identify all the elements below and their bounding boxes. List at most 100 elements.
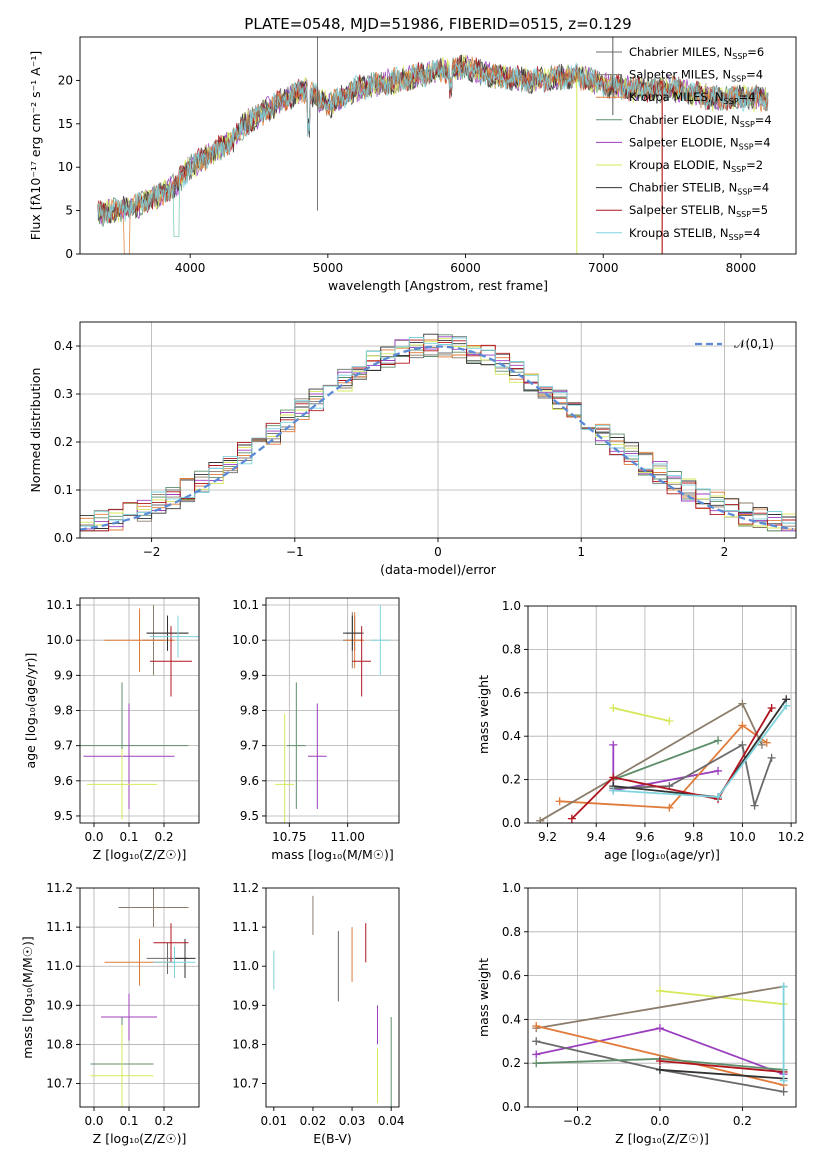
axes-frame: [527, 605, 797, 824]
x-axis-label: Z [log₁₀(Z/Z☉)]: [93, 1131, 187, 1146]
y-tick-label: 0.2: [54, 435, 73, 449]
y-tick-label: 11.2: [232, 881, 259, 895]
y-tick-label: 10.1: [232, 598, 259, 612]
weight-marker: [655, 1065, 664, 1074]
x-tick-label: 2: [721, 545, 729, 559]
y-tick-label: 9.9: [240, 668, 259, 682]
plot-area-spectrum: [97, 37, 769, 254]
weight-series-1: [539, 702, 763, 822]
panel-spectrum: Chabrier MILES, NSSP=6 Salpeter MILES, NS…: [28, 36, 797, 293]
plot-area-mass_age: [266, 598, 399, 823]
y-tick-label: 9.7: [240, 739, 259, 753]
weight-marker: [555, 797, 564, 806]
y-tick-label: 10.0: [232, 633, 259, 647]
weight-marker: [714, 792, 723, 801]
x-tick-label: 0.0: [650, 1114, 669, 1128]
y-axis-label: Flux [fλ10⁻¹⁷ erg cm⁻² s⁻¹ A⁻¹]: [28, 51, 43, 240]
y-axis-label: mass weight: [476, 675, 491, 754]
y-tick-label: 11.1: [232, 920, 259, 934]
weight-series-6: [659, 1068, 784, 1080]
axes-frame: [265, 887, 400, 1108]
weight-marker: [767, 753, 776, 762]
y-tick-label: 0.0: [502, 1100, 521, 1114]
y-tick-label: 0.4: [54, 339, 73, 353]
x-tick-label: 10.0: [729, 830, 756, 844]
weight-marker: [767, 703, 776, 712]
y-tick-label: 0: [65, 247, 73, 261]
y-axis-label: mass [log₁₀(M/M☉)]: [20, 936, 35, 1058]
legend-label: Salpeter STELIB, NSSP=5: [629, 203, 768, 219]
weight-marker: [750, 801, 759, 810]
plots-layer: Chabrier MILES, NSSP=6 Salpeter MILES, NS…: [20, 36, 804, 1146]
x-axis-label: age [log₁₀(age/yr)]: [604, 847, 720, 862]
y-tick-label: 0.2: [502, 773, 521, 787]
legend-label: Chabrier ELODIE, NSSP=4: [629, 113, 772, 129]
y-tick-label: 9.5: [54, 809, 73, 823]
weight-series-7: [659, 1060, 784, 1073]
x-tick-label: 11.00: [330, 830, 364, 844]
weight-marker: [567, 814, 576, 823]
x-tick-label: 0: [434, 545, 442, 559]
weight-marker: [738, 721, 747, 730]
x-tick-label: 8000: [726, 261, 757, 275]
y-axis-label: age [log₁₀(age/yr)]: [23, 653, 38, 769]
panel-z_weight: −0.2 0.0 0.2 0.0 0.2 0.4 0.6 0.8 1.0 Z [log₁₀(Z/Z…: [476, 881, 797, 1146]
weight-marker: [714, 736, 723, 745]
y-tick-label: 9.8: [240, 704, 259, 718]
weight-marker: [665, 803, 674, 812]
x-tick-label: 0.0: [84, 1114, 103, 1128]
x-tick-label: 1: [577, 545, 585, 559]
y-tick-label: 10.9: [46, 998, 73, 1012]
x-axis-label: Z [log₁₀(Z/Z☉)]: [93, 847, 187, 862]
y-tick-label: 11.0: [46, 959, 73, 973]
legend-label: Kroupa ELODIE, NSSP=2: [629, 158, 763, 174]
y-tick-label: 9.7: [54, 739, 73, 753]
plot-area-ebv_mass: [273, 895, 392, 1107]
y-axis-label: Normed distribution: [28, 368, 43, 493]
y-tick-label: 9.5: [240, 809, 259, 823]
x-tick-label: 0.1: [119, 830, 138, 844]
weight-series-5: [613, 707, 670, 722]
weight-marker: [609, 786, 618, 795]
legend-label: Chabrier MILES, NSSP=6: [629, 45, 764, 61]
y-tick-label: 11.2: [46, 881, 73, 895]
spectrum-line-1: [97, 57, 769, 223]
weight-marker: [532, 1059, 541, 1068]
weight-series-1: [536, 985, 784, 1030]
y-tick-label: 9.8: [54, 704, 73, 718]
y-tick-label: 10.8: [232, 1037, 259, 1051]
weight-marker: [779, 1087, 788, 1096]
weight-marker: [536, 816, 545, 823]
weight-marker: [655, 986, 664, 995]
x-tick-label: 0.01: [260, 1114, 287, 1128]
y-tick-label: 15: [58, 117, 73, 131]
y-tick-label: 11.1: [46, 920, 73, 934]
legend-label: Kroupa STELIB, NSSP=4: [629, 226, 760, 242]
panel-residuals: 𝒩(0,1) −2 −1 0 1 2 0.0 0.1 0.2 0.3 0.4 (data-model)…: [28, 321, 797, 577]
x-tick-label: 9.2: [538, 830, 557, 844]
panel-z_age: 0.0 0.1 0.2 9.5 9.6 9.7 9.8 9.9 10.0 10.1 Z [log₁₀…: [23, 597, 200, 862]
legend-label: Salpeter ELODIE, NSSP=4: [629, 135, 771, 151]
weight-series-7: [571, 707, 773, 820]
spectrum-legend: Chabrier MILES, NSSP=6 Salpeter MILES, NS…: [596, 45, 772, 242]
y-tick-label: 0.0: [54, 531, 73, 545]
x-tick-label: 0.03: [339, 1114, 366, 1128]
y-tick-label: 10.7: [46, 1077, 73, 1091]
y-tick-label: 10.8: [46, 1037, 73, 1051]
normal-curve: [80, 345, 794, 531]
panel-mass_age: 10.75 11.00 9.5 9.6 9.7 9.8 9.9 10.0 10.1 mass [l…: [232, 597, 400, 862]
y-tick-label: 0.8: [502, 925, 521, 939]
weight-marker: [665, 717, 674, 726]
axes-frame: [79, 887, 200, 1108]
y-tick-label: 0.3: [54, 387, 73, 401]
x-axis-label: (data-model)/error: [380, 562, 497, 577]
y-tick-label: 0.1: [54, 483, 73, 497]
x-tick-label: 7000: [588, 261, 619, 275]
y-tick-label: 9.6: [240, 774, 259, 788]
plot-area-z_weight: [528, 888, 796, 1107]
y-tick-label: 0.8: [502, 642, 521, 656]
y-tick-label: 11.0: [232, 959, 259, 973]
x-tick-label: 0.1: [119, 1114, 138, 1128]
y-tick-label: 1.0: [502, 599, 521, 613]
